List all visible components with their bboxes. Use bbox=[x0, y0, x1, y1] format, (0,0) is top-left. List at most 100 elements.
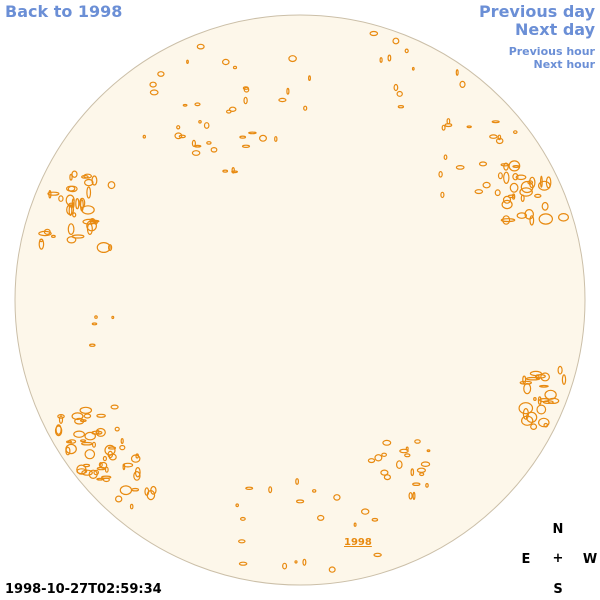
solar-feature bbox=[142, 134, 146, 139]
solar-feature bbox=[119, 444, 126, 451]
solar-feature bbox=[84, 178, 94, 187]
solar-feature bbox=[71, 170, 78, 178]
solar-feature bbox=[268, 486, 273, 494]
solar-feature bbox=[466, 125, 472, 129]
solar-feature bbox=[248, 131, 257, 135]
solar-feature bbox=[47, 191, 60, 196]
compass-east: E bbox=[521, 552, 531, 567]
solar-feature bbox=[120, 438, 124, 445]
compass-center-icon: + bbox=[552, 551, 564, 566]
solar-feature bbox=[478, 161, 488, 167]
back-to-year-link[interactable]: Back to 1998 bbox=[5, 2, 123, 21]
solar-feature bbox=[286, 87, 290, 95]
year-link[interactable]: 1998 bbox=[344, 537, 372, 548]
solar-feature bbox=[420, 461, 431, 468]
solar-feature bbox=[440, 191, 445, 199]
solar-feature bbox=[396, 90, 403, 97]
solar-feature bbox=[67, 223, 75, 236]
solar-feature bbox=[515, 174, 527, 181]
next-hour-link[interactable]: Next hour bbox=[533, 58, 596, 71]
previous-hour-link[interactable]: Previous hour bbox=[508, 45, 595, 58]
solar-feature bbox=[288, 55, 297, 63]
solar-feature bbox=[500, 218, 516, 223]
solar-feature bbox=[89, 218, 96, 225]
solar-feature bbox=[525, 376, 541, 381]
solar-feature bbox=[58, 415, 64, 425]
solar-feature bbox=[102, 455, 108, 462]
solar-feature bbox=[303, 105, 308, 111]
solar-feature bbox=[94, 315, 98, 319]
solar-feature bbox=[537, 396, 542, 405]
solar-feature bbox=[243, 96, 248, 105]
solar-feature bbox=[86, 220, 97, 232]
solar-feature bbox=[530, 423, 538, 431]
solar-feature bbox=[489, 134, 498, 139]
solar-feature bbox=[235, 503, 240, 508]
solar-feature bbox=[308, 75, 312, 81]
solar-feature bbox=[89, 343, 96, 347]
solar-feature bbox=[96, 242, 111, 254]
solar-feature bbox=[516, 212, 528, 219]
solar-feature bbox=[198, 120, 202, 124]
solar-feature bbox=[509, 182, 519, 193]
solar-feature bbox=[374, 454, 383, 462]
solar-feature bbox=[107, 244, 113, 252]
solar-feature bbox=[512, 165, 521, 169]
solar-disk bbox=[14, 14, 586, 586]
solar-feature bbox=[206, 141, 212, 145]
solar-feature bbox=[222, 169, 229, 173]
solar-feature bbox=[81, 205, 95, 215]
solar-feature bbox=[114, 495, 123, 503]
solar-feature bbox=[387, 54, 392, 62]
solar-feature bbox=[71, 412, 84, 421]
solar-feature bbox=[259, 134, 268, 142]
solar-feature bbox=[482, 181, 491, 189]
solar-feature bbox=[541, 201, 549, 211]
solar-feature bbox=[455, 164, 465, 170]
solar-feature bbox=[122, 463, 126, 471]
solar-feature bbox=[537, 417, 550, 428]
solar-feature bbox=[91, 322, 98, 326]
solar-feature bbox=[79, 406, 93, 414]
solar-feature bbox=[380, 469, 389, 476]
solar-feature bbox=[361, 508, 370, 515]
solar-feature bbox=[312, 489, 317, 493]
solar-feature bbox=[503, 162, 509, 171]
solar-feature bbox=[395, 460, 403, 470]
solar-feature bbox=[133, 471, 141, 481]
solar-feature bbox=[518, 402, 534, 415]
solar-feature bbox=[203, 122, 210, 129]
solar-feature bbox=[416, 467, 426, 473]
solar-feature bbox=[65, 194, 75, 206]
solar-feature bbox=[95, 429, 100, 434]
solar-feature bbox=[544, 389, 557, 400]
solar-feature bbox=[69, 173, 73, 181]
solar-feature bbox=[500, 163, 510, 167]
solar-feature bbox=[182, 103, 188, 107]
solar-feature bbox=[232, 65, 238, 70]
solar-feature bbox=[75, 197, 80, 210]
solar-feature bbox=[239, 516, 246, 521]
solar-feature bbox=[274, 136, 278, 142]
solar-feature bbox=[557, 365, 563, 375]
solar-feature bbox=[65, 443, 77, 455]
previous-day-link[interactable]: Previous day bbox=[478, 2, 595, 21]
solar-feature bbox=[425, 483, 429, 488]
solar-feature bbox=[412, 491, 416, 500]
solar-feature bbox=[459, 80, 466, 89]
solar-feature bbox=[245, 486, 254, 490]
solar-feature bbox=[282, 562, 288, 570]
next-day-link[interactable]: Next day bbox=[515, 20, 595, 39]
solar-feature bbox=[130, 454, 141, 463]
solar-feature bbox=[302, 558, 307, 566]
solar-feature bbox=[144, 487, 150, 496]
solar-feature bbox=[538, 213, 554, 225]
solar-feature bbox=[521, 415, 534, 426]
solar-feature bbox=[540, 372, 550, 382]
solar-feature bbox=[520, 194, 525, 203]
solar-feature bbox=[561, 374, 567, 385]
solar-feature bbox=[67, 439, 77, 444]
solar-feature bbox=[58, 195, 64, 202]
solar-feature bbox=[536, 404, 547, 415]
